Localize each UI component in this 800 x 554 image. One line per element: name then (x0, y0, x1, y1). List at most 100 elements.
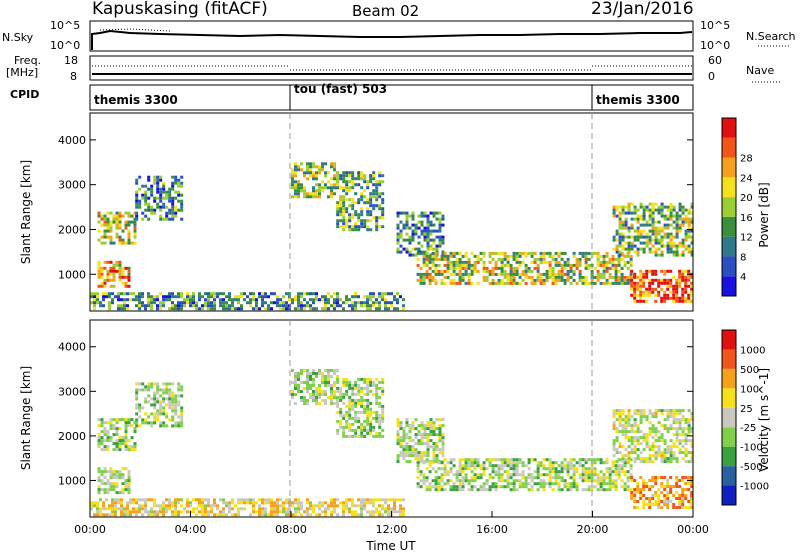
colorbar-segment (722, 368, 736, 389)
heatmap-cell (103, 433, 107, 437)
heatmap-cell (396, 235, 400, 239)
heatmap-cell (461, 260, 465, 264)
heatmap-cell (642, 488, 646, 491)
heatmap-cell (127, 424, 131, 428)
heatmap-cell (587, 257, 591, 261)
heatmap-cell (678, 284, 682, 288)
heatmap-cell (521, 473, 525, 477)
heatmap-cell (354, 410, 358, 414)
heatmap-cell (687, 278, 691, 282)
heatmap-cell (666, 241, 670, 245)
heatmap-cell (449, 461, 453, 465)
heatmap-cell (366, 501, 369, 505)
heatmap-cell (106, 491, 110, 495)
heatmap-cell (150, 382, 154, 386)
heatmap-cell (645, 232, 649, 236)
heatmap-cell (621, 244, 625, 248)
heatmap-cell (165, 397, 169, 401)
heatmap-cell (228, 510, 231, 514)
cpid-label: CPID (10, 88, 39, 101)
heatmap-cell (660, 460, 664, 464)
heatmap-cell (569, 485, 573, 489)
heatmap-cell (330, 183, 333, 187)
heatmap-cell (315, 372, 318, 375)
heatmap-cell (378, 195, 382, 199)
heatmap-cell (657, 241, 661, 245)
heatmap-cell (612, 247, 616, 251)
heatmap-cell (135, 190, 139, 194)
heatmap-cell (168, 382, 172, 386)
heatmap-cell (515, 464, 519, 468)
heatmap-cell (614, 482, 618, 486)
heatmap-cell (675, 247, 679, 251)
heatmap-cell (684, 281, 688, 285)
heatmap-cell (354, 386, 358, 390)
heatmap-cell (678, 223, 682, 227)
heatmap-cell (261, 510, 264, 514)
heatmap-cell (654, 491, 658, 494)
heatmap-cell (381, 210, 385, 214)
heatmap-cell (518, 275, 522, 279)
heatmap-cell (420, 451, 424, 455)
heatmap-cell (684, 296, 688, 300)
heatmap-cell (684, 460, 688, 464)
heatmap-cell (432, 433, 436, 437)
heatmap-cell (620, 257, 624, 261)
heatmap-cell (687, 293, 691, 297)
heatmap-cell (630, 436, 634, 440)
heatmap-cell (509, 488, 513, 492)
heatmap-cell (114, 498, 117, 502)
heatmap-cell (357, 416, 361, 420)
heatmap-cell (375, 413, 379, 417)
heatmap-cell (497, 278, 501, 282)
heatmap-cell (423, 229, 427, 233)
heatmap-cell (572, 476, 576, 480)
heatmap-cell (441, 214, 445, 218)
heatmap-cell (123, 513, 126, 517)
heatmap-cell (690, 247, 694, 251)
heatmap-cell (563, 281, 567, 285)
heatmap-cell (612, 409, 616, 413)
heatmap-cell (399, 454, 403, 458)
heatmap-cell (138, 504, 141, 508)
heatmap-cell (255, 298, 258, 302)
heatmap-cell (300, 307, 303, 311)
heatmap-cell (684, 278, 688, 282)
heatmap-cell (135, 513, 138, 517)
heatmap-cell (627, 202, 631, 206)
heatmap-cell (174, 409, 178, 413)
heatmap-cell (551, 488, 555, 492)
heatmap-cell (614, 467, 618, 471)
heatmap-cell (147, 385, 151, 389)
heatmap-cell (452, 254, 456, 258)
heatmap-cell (300, 292, 303, 296)
heatmap-cell (657, 293, 661, 297)
heatmap-cell (648, 281, 652, 285)
heatmap-cell (348, 416, 352, 420)
heatmap-cell (213, 292, 216, 296)
heatmap-cell (432, 247, 436, 251)
heatmap-cell (321, 307, 324, 311)
heatmap-cell (133, 442, 137, 446)
heatmap-cell (524, 464, 528, 468)
heatmap-cell (449, 467, 453, 471)
heatmap-cell (596, 473, 600, 477)
heatmap-cell (321, 504, 324, 508)
heatmap-cell (129, 292, 132, 296)
heatmap-cell (663, 442, 667, 446)
heatmap-cell (159, 424, 163, 428)
heatmap-cell (351, 401, 355, 405)
heatmap-cell (648, 250, 652, 254)
heatmap-cell (297, 378, 300, 381)
heatmap-cell (345, 207, 349, 211)
heatmap-cell (666, 217, 670, 221)
heatmap-cell (446, 254, 450, 258)
heatmap-cell (500, 257, 504, 261)
heatmap-cell (630, 430, 634, 434)
heatmap-cell (327, 504, 330, 508)
heatmap-cell (414, 427, 418, 431)
heatmap-cell (93, 513, 96, 517)
heatmap-cell (112, 214, 116, 218)
heatmap-cell (440, 461, 444, 465)
heatmap-cell (423, 436, 427, 440)
